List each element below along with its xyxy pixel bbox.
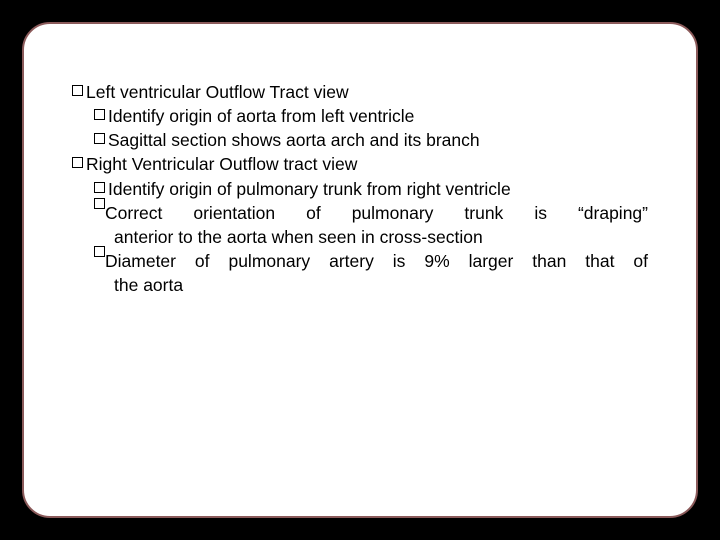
slide-content: Left ventricular Outflow Tract view Iden…	[72, 80, 648, 297]
list-item-text-line1: Correct orientation of pulmonary trunk i…	[94, 201, 648, 225]
square-bullet-icon	[94, 133, 105, 144]
square-bullet-icon	[94, 109, 105, 120]
list-item: Correct orientation of pulmonary trunk i…	[94, 201, 648, 249]
square-bullet-icon	[72, 85, 83, 96]
list-item-text: Identify origin of pulmonary trunk from …	[108, 177, 648, 201]
list-item: Identify origin of pulmonary trunk from …	[94, 177, 648, 201]
list-item-text: Identify origin of aorta from left ventr…	[108, 104, 648, 128]
list-item-text-line1: Diameter of pulmonary artery is 9% large…	[94, 249, 648, 273]
list-item: Identify origin of aorta from left ventr…	[94, 104, 648, 128]
list-item-text: Sagittal section shows aorta arch and it…	[108, 128, 648, 152]
list-item: Right Ventricular Outflow tract view	[72, 152, 648, 176]
slide-frame: Left ventricular Outflow Tract view Iden…	[22, 22, 698, 518]
square-bullet-icon	[72, 157, 83, 168]
square-bullet-icon	[94, 198, 105, 209]
list-item: Diameter of pulmonary artery is 9% large…	[94, 249, 648, 297]
list-item-text-line2: anterior to the aorta when seen in cross…	[114, 225, 648, 249]
list-item-text: Left ventricular Outflow Tract view	[86, 80, 648, 104]
list-item: Sagittal section shows aorta arch and it…	[94, 128, 648, 152]
list-item-text-line2: the aorta	[114, 273, 648, 297]
list-item-text: Right Ventricular Outflow tract view	[86, 152, 648, 176]
list-item: Left ventricular Outflow Tract view	[72, 80, 648, 104]
square-bullet-icon	[94, 246, 105, 257]
square-bullet-icon	[94, 182, 105, 193]
